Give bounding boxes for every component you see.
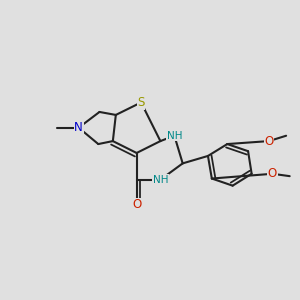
Text: O: O [132,199,141,212]
Text: N: N [74,121,83,134]
Text: NH: NH [153,175,168,185]
Text: O: O [264,135,274,148]
Text: S: S [137,96,145,109]
Text: O: O [268,167,277,180]
Text: NH: NH [167,131,182,141]
